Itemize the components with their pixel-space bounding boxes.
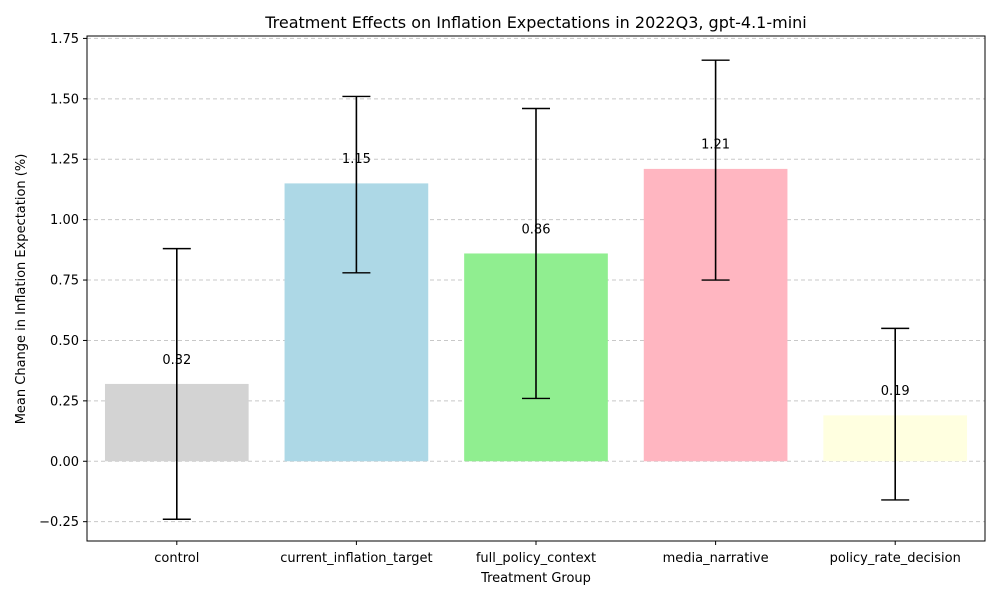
y-tick-label: 0.75 <box>50 274 79 289</box>
error-bars <box>162 59 910 520</box>
data-label: 1.15 <box>342 152 371 167</box>
x-tick-label: control <box>154 551 199 566</box>
y-tick-label: 0.25 <box>50 394 79 409</box>
x-axis-ticks: control current_inflation_target full_poli… <box>154 541 961 566</box>
x-tick-label: current_inflation_target <box>280 551 432 566</box>
y-tick-label: 1.00 <box>50 213 79 228</box>
y-tick-label: 1.50 <box>50 92 79 107</box>
y-tick-label: 0.00 <box>50 455 79 470</box>
data-label: 0.86 <box>522 222 551 237</box>
data-label: 0.19 <box>881 384 910 399</box>
x-axis-title: Treatment Group <box>480 571 591 586</box>
data-label: 0.32 <box>162 353 191 368</box>
x-tick-label: full_policy_context <box>476 551 596 566</box>
y-tick-label: 1.25 <box>50 153 79 168</box>
x-tick-label: media_narrative <box>663 551 769 566</box>
y-tick-label: 1.75 <box>50 32 79 47</box>
data-labels: 0.32 1.15 0.86 1.21 0.19 <box>162 138 909 399</box>
y-axis-title: Mean Change in Inflation Expectation (%) <box>14 154 29 425</box>
x-tick-label: policy_rate_decision <box>830 551 961 566</box>
data-label: 1.21 <box>701 138 730 153</box>
y-axis-ticks: −0.25 0.00 0.25 0.50 0.75 1.00 1.25 1.50 1.75 <box>39 32 87 530</box>
chart-title: Treatment Effects on Inflation Expectati… <box>264 13 807 32</box>
y-tick-label: 0.50 <box>50 334 79 349</box>
y-tick-label: −0.25 <box>39 515 79 530</box>
